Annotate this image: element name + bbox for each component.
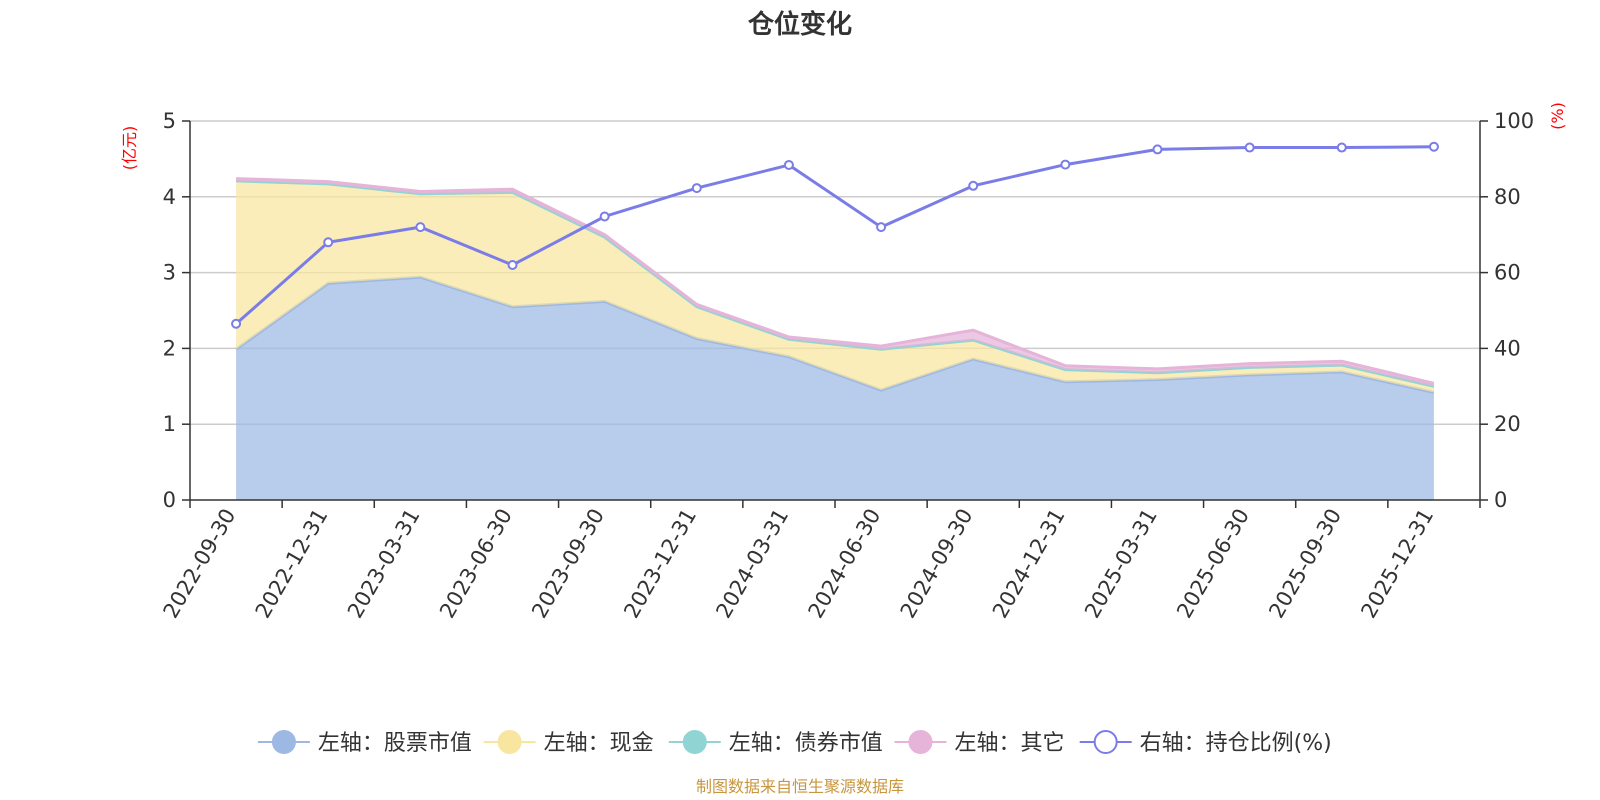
ratio-point	[1428, 141, 1439, 152]
ratio-point	[968, 180, 979, 191]
legend: 左轴：股票市值 左轴：现金 左轴：债券市值 左轴：其它 右轴：持仓比例(%)	[257, 730, 1332, 756]
x-tick-label: 2024-09-30	[896, 505, 978, 623]
legend-item[interactable]: 右轴：持仓比例(%)	[1079, 730, 1332, 756]
x-tick-label: 2024-12-31	[988, 505, 1070, 623]
legend-label: 左轴：债券市值	[729, 731, 883, 756]
x-tick-label: 2025-12-31	[1356, 505, 1438, 623]
ratio-point	[599, 211, 610, 222]
x-tick-label: 2023-12-31	[619, 505, 701, 623]
source-note: 制图数据来自恒生聚源数据库	[696, 777, 904, 796]
legend-marker	[1093, 730, 1118, 754]
legend-marker	[497, 730, 522, 754]
legend-item[interactable]: 左轴：股票市值	[257, 730, 472, 756]
right-tick-label: 0	[1494, 488, 1507, 512]
left-tick-label: 5	[163, 109, 176, 133]
legend-item[interactable]: 左轴：现金	[483, 730, 654, 756]
left-tick-label: 2	[163, 336, 176, 360]
x-tick-label: 2024-06-30	[804, 505, 886, 623]
left-tick-label: 4	[163, 185, 176, 209]
right-tick-label: 40	[1494, 336, 1521, 360]
x-tick-label: 2023-09-30	[527, 505, 609, 623]
ratio-point	[1336, 142, 1347, 153]
ratio-point	[1152, 144, 1163, 155]
legend-marker	[271, 730, 296, 754]
legend-marker	[908, 730, 933, 754]
x-tick-label: 2025-03-31	[1080, 505, 1162, 623]
legend-label: 右轴：持仓比例(%)	[1140, 731, 1332, 756]
legend-marker	[682, 730, 707, 754]
ratio-point	[415, 222, 426, 233]
right-tick-label: 60	[1494, 261, 1521, 285]
right-axis-unit: (%)	[1548, 102, 1567, 130]
x-tick-label: 2022-09-30	[159, 505, 241, 623]
legend-label: 左轴：现金	[544, 731, 654, 756]
ratio-point	[783, 159, 794, 170]
ratio-point	[1244, 142, 1255, 153]
ratio-line	[231, 141, 1439, 329]
area-1	[236, 180, 1434, 393]
right-tick-label: 20	[1494, 412, 1521, 436]
ratio-point	[323, 237, 334, 248]
left-tick-label: 1	[163, 412, 176, 436]
stacked-areas	[235, 177, 1435, 500]
legend-item[interactable]: 左轴：债券市值	[668, 730, 883, 756]
legend-item[interactable]: 左轴：其它	[894, 730, 1064, 756]
area-3	[236, 178, 1434, 387]
ratio-line-path	[235, 145, 1434, 325]
chart-title: 仓位变化	[747, 9, 852, 40]
right-tick-label: 80	[1494, 185, 1521, 209]
area-0	[236, 277, 1434, 500]
x-tick-label: 2022-12-31	[251, 505, 333, 623]
ratio-point	[231, 318, 242, 329]
x-tick-label: 2023-03-31	[343, 505, 425, 623]
ratio-point	[691, 183, 702, 194]
left-axis-unit: (亿元)	[120, 126, 139, 171]
ratio-point	[876, 222, 887, 233]
area-edge-3	[236, 177, 1435, 385]
left-tick-label: 3	[163, 261, 176, 285]
right-tick-label: 100	[1494, 109, 1534, 133]
x-tick-label: 2023-06-30	[435, 505, 517, 623]
x-tick-label: 2025-06-30	[1172, 505, 1254, 623]
ratio-point	[1060, 159, 1071, 170]
legend-label: 左轴：股票市值	[318, 731, 472, 756]
ratio-point	[507, 260, 518, 271]
x-tick-label: 2025-09-30	[1264, 505, 1346, 623]
left-tick-label: 0	[163, 488, 176, 512]
x-tick-label: 2024-03-31	[711, 505, 793, 623]
legend-label: 左轴：其它	[954, 731, 1064, 756]
